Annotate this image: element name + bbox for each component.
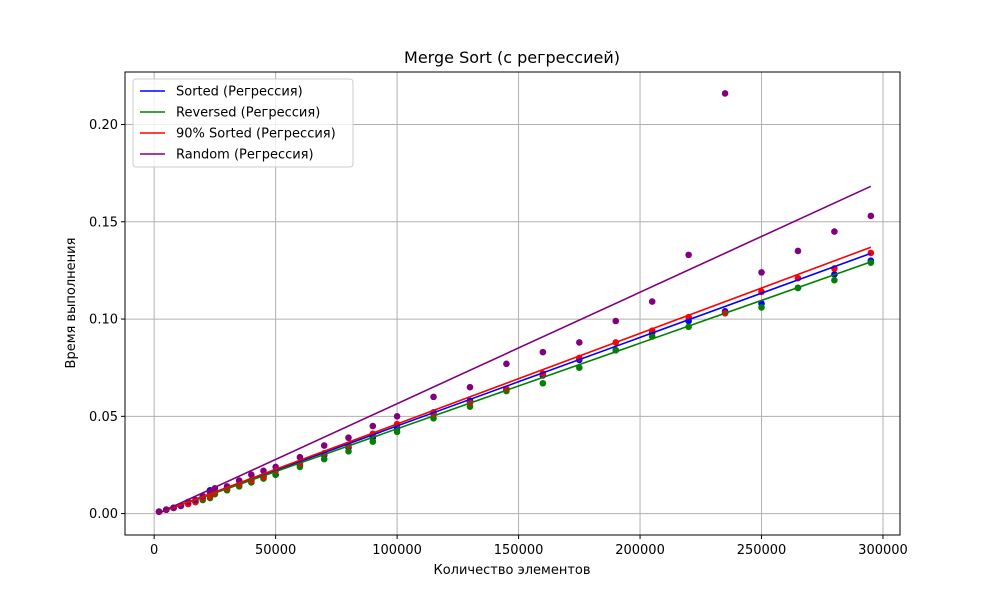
data-point — [345, 434, 352, 442]
x-tick-label: 50000 — [255, 543, 296, 558]
data-point — [794, 247, 802, 255]
data-point — [867, 212, 875, 220]
data-point — [612, 317, 620, 325]
x-tick-label: 150000 — [494, 543, 544, 558]
regression-line-2 — [158, 246, 872, 514]
data-point — [758, 269, 765, 276]
plot-frame — [124, 71, 901, 536]
data-point — [466, 383, 474, 391]
y-tick-label: 0.05 — [89, 410, 118, 425]
x-tick-label: 200000 — [615, 543, 665, 558]
regression-line-1 — [158, 261, 872, 514]
data-point — [369, 422, 377, 430]
y-tick-label: 0.10 — [89, 313, 118, 328]
data-point — [369, 438, 377, 445]
data-point — [539, 379, 547, 387]
legend-items: Sorted (Регрессия) Reversed (Регрессия) 90… — [140, 85, 336, 163]
regression-lines — [158, 185, 872, 514]
y-tick-label: 0.20 — [89, 118, 118, 133]
grid — [125, 72, 900, 535]
regression-line-0 — [158, 252, 872, 514]
legend-label: Random (Регрессия) — [176, 148, 314, 163]
data-point — [503, 360, 510, 368]
legend-label: Sorted (Регрессия) — [176, 85, 303, 100]
data-point — [685, 251, 692, 259]
x-axis-label: Количество элементов — [433, 563, 590, 578]
data-point — [576, 339, 583, 346]
legend: Sorted (Регрессия) Reversed (Регрессия) 90… — [132, 78, 354, 168]
data-point — [393, 413, 401, 420]
data-point — [320, 442, 328, 449]
data-point — [248, 471, 255, 478]
y-axis-label: Время выполнения — [64, 238, 79, 369]
x-tick-label: 300000 — [858, 543, 908, 558]
data-point — [648, 298, 656, 305]
axis-ticks: 0 50000 100000 150000 200000 250000 300000 0.00… — [89, 118, 908, 558]
regression-line-3 — [158, 185, 872, 514]
y-tick-label: 0.15 — [89, 215, 118, 230]
x-tick-label: 250000 — [737, 543, 787, 558]
data-point — [758, 304, 765, 311]
data-point — [393, 428, 401, 436]
data-point — [539, 348, 547, 356]
data-point — [831, 276, 838, 284]
legend-label: Reversed (Регрессия) — [176, 106, 320, 121]
data-point — [345, 448, 352, 455]
data-point — [867, 249, 875, 257]
data-point — [155, 508, 163, 515]
chart-title: Merge Sort (с регрессией) — [404, 48, 620, 67]
y-tick-label: 0.00 — [89, 507, 118, 522]
data-point — [721, 90, 729, 97]
data-point — [430, 393, 437, 401]
legend-label: 90% Sorted (Регрессия) — [176, 127, 336, 142]
legend-box — [132, 78, 354, 168]
data-point — [831, 228, 838, 235]
x-tick-label: 100000 — [372, 543, 422, 558]
data-point — [576, 364, 583, 371]
data-point — [320, 455, 328, 463]
x-tick-label: 0 — [150, 543, 158, 558]
